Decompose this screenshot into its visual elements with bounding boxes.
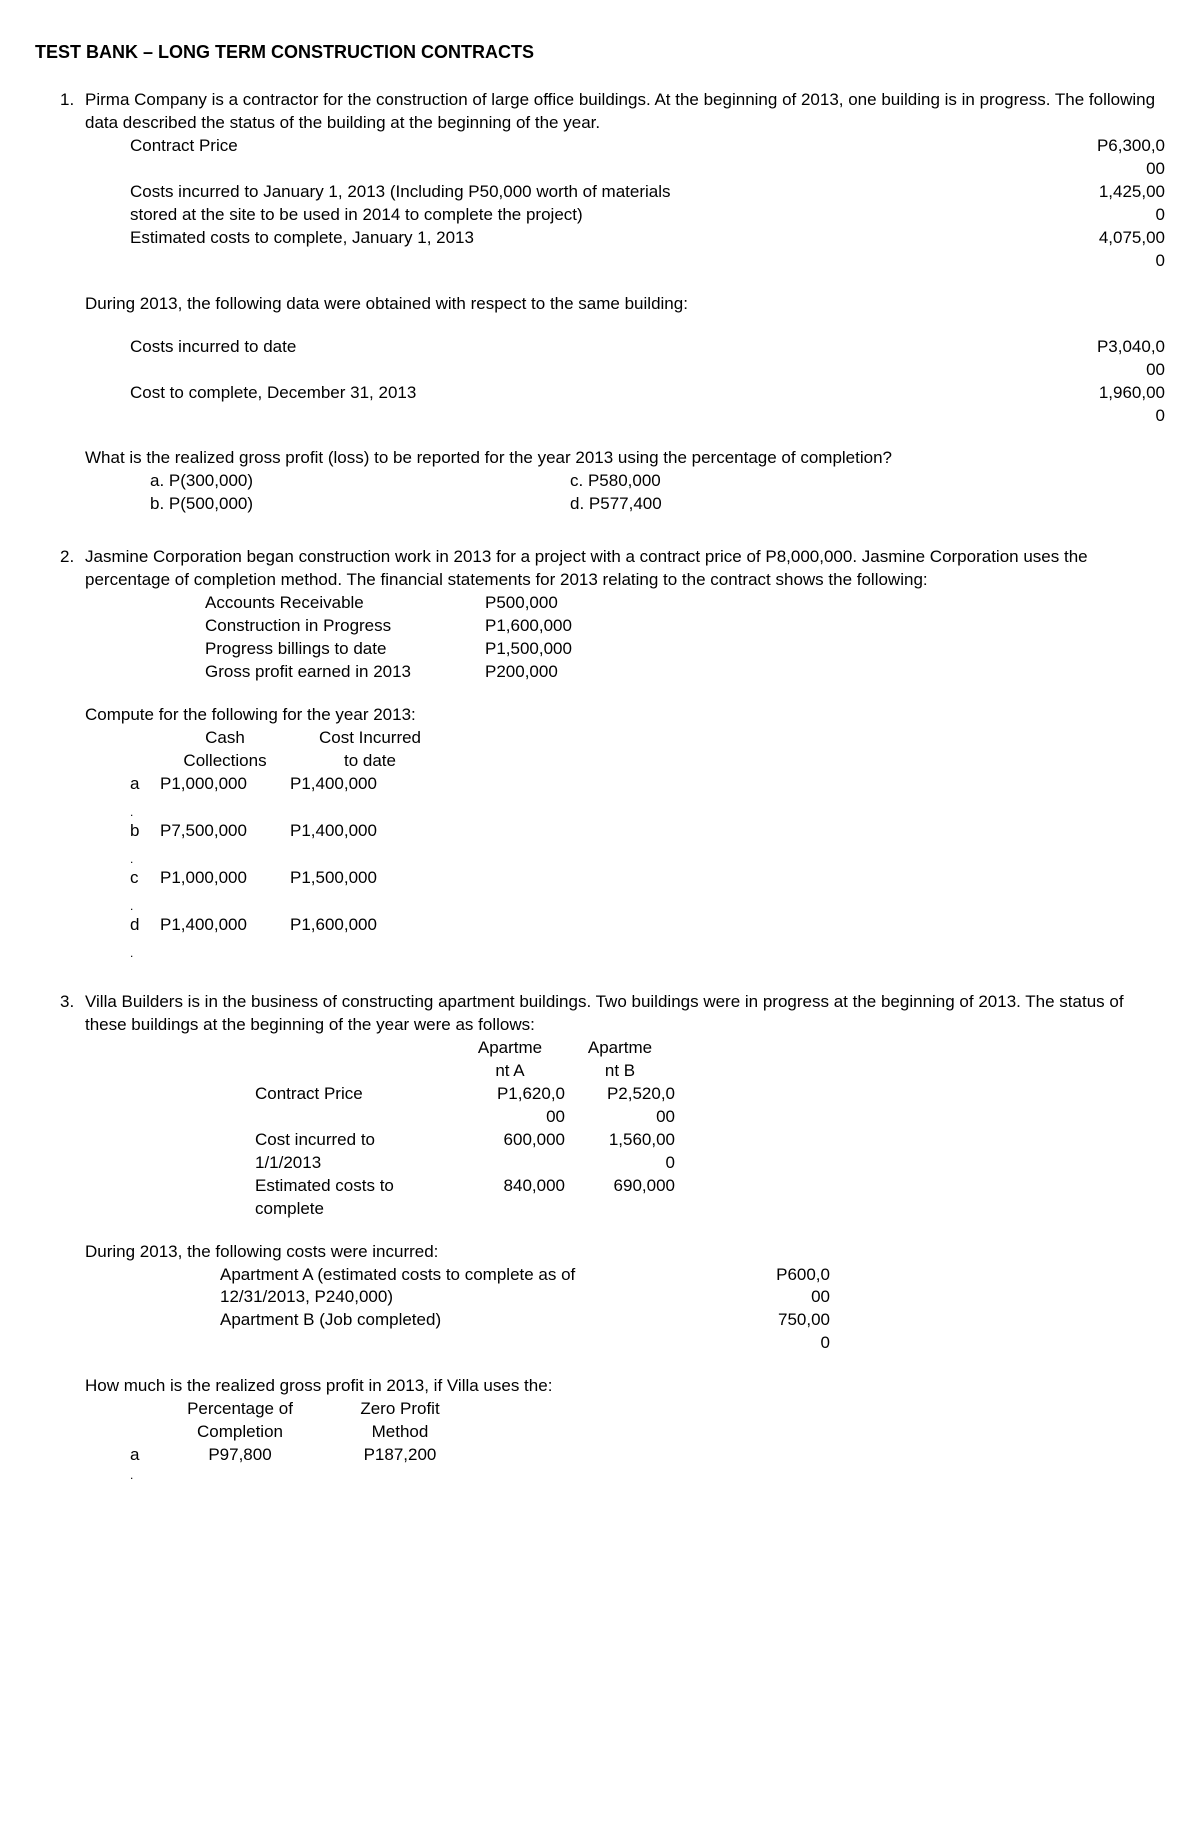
q3-cp-b2: 00 (565, 1106, 675, 1129)
q2-a-v1: P1,000,000 (160, 773, 290, 796)
q3-apta-cost-l2: 12/31/2013, P240,000) (220, 1286, 730, 1309)
q2-cip-val: P1,600,000 (485, 615, 572, 638)
q2-b-v2: P1,400,000 (290, 820, 450, 843)
q3-cp-b1: P2,520,0 (565, 1083, 675, 1106)
q2-pb-val: P1,500,000 (485, 638, 572, 661)
q1-costs-incurred-label: Costs incurred to January 1, 2013 (Inclu… (130, 181, 1035, 204)
q3-cp-a2: 00 (455, 1106, 565, 1129)
q2-ar-val: P500,000 (485, 592, 558, 615)
q3-aptb-cost-v1: 750,00 (730, 1309, 830, 1332)
q2-a-marker: a (130, 773, 160, 796)
q2-dot: . (130, 898, 1165, 914)
q2-h-cash: Cash (160, 727, 290, 750)
q3-ah-poc1: Percentage of (160, 1398, 320, 1421)
q3-ec-label2: complete (255, 1198, 455, 1221)
q1-answer-d: d. P577,400 (570, 493, 662, 516)
q1-answer-a: a. P(300,000) (150, 470, 570, 493)
q1-costs-todate-val: P3,040,0 (1035, 336, 1165, 359)
q3-ci-b2: 0 (565, 1152, 675, 1175)
q3-aptb-h1: Apartme (565, 1037, 675, 1060)
q2-a-v2: P1,400,000 (290, 773, 450, 796)
q3-intro: Villa Builders is in the business of con… (85, 991, 1165, 1037)
q2-b-marker: b (130, 820, 160, 843)
q3-apta-cost-l1: Apartment A (estimated costs to complete… (220, 1264, 730, 1287)
q3-cp-label: Contract Price (255, 1083, 455, 1106)
q1-cost-complete-val2: 0 (1035, 405, 1165, 428)
q1-cost-complete-val: 1,960,00 (1035, 382, 1165, 405)
q2-pb-label: Progress billings to date (205, 638, 485, 661)
q1-est-complete-val2: 0 (1035, 250, 1165, 273)
q3-number: 3. (60, 991, 85, 1483)
q1-answer-c: c. P580,000 (570, 470, 661, 493)
q1-costs-incurred-val: 1,425,00 (1035, 181, 1165, 204)
q3-ci-a: 600,000 (455, 1129, 565, 1152)
q3-a-v2: P187,200 (320, 1444, 480, 1467)
q2-question: Compute for the following for the year 2… (85, 704, 1165, 727)
q1-est-complete-label: Estimated costs to complete, January 1, … (130, 227, 1035, 250)
q3-ci-label: Cost incurred to (255, 1129, 455, 1152)
q2-d-marker: d (130, 914, 160, 937)
question-2: 2. Jasmine Corporation began constructio… (35, 546, 1165, 961)
q2-h-cost: Cost Incurred (290, 727, 450, 750)
q2-c-v2: P1,500,000 (290, 867, 450, 890)
q3-ec-b: 690,000 (565, 1175, 675, 1198)
q2-dot: . (130, 945, 1165, 961)
q3-ah-poc2: Completion (160, 1421, 320, 1444)
q3-aptb-h2: nt B (565, 1060, 675, 1083)
q2-cip-label: Construction in Progress (205, 615, 485, 638)
q3-ec-label: Estimated costs to (255, 1175, 455, 1198)
q1-costs-stored-label: stored at the site to be used in 2014 to… (130, 204, 1035, 227)
q3-aptb-cost-l: Apartment B (Job completed) (220, 1309, 730, 1332)
q2-ar-label: Accounts Receivable (205, 592, 485, 615)
q3-ah-zp2: Method (320, 1421, 480, 1444)
q2-d-v1: P1,400,000 (160, 914, 290, 937)
q2-h-todate: to date (290, 750, 450, 773)
q1-cost-complete-label: Cost to complete, December 31, 2013 (130, 382, 1035, 405)
q3-ec-a: 840,000 (455, 1175, 565, 1198)
q3-apta-h1: Apartme (455, 1037, 565, 1060)
q3-aptb-cost-v2: 0 (730, 1332, 830, 1355)
q3-apta-cost-v2: 00 (730, 1286, 830, 1309)
q3-apta-cost-v1: P600,0 (730, 1264, 830, 1287)
q3-ah-zp1: Zero Profit (320, 1398, 480, 1421)
q2-h-collections: Collections (160, 750, 290, 773)
q3-apta-h2: nt A (455, 1060, 565, 1083)
q1-during-text: During 2013, the following data were obt… (85, 293, 1165, 316)
q2-c-marker: c (130, 867, 160, 890)
q1-number: 1. (60, 89, 85, 516)
q3-a-v1: P97,800 (160, 1444, 320, 1467)
q2-gp-label: Gross profit earned in 2013 (205, 661, 485, 684)
page-title: TEST BANK – LONG TERM CONSTRUCTION CONTR… (35, 40, 1165, 64)
q3-cp-a1: P1,620,0 (455, 1083, 565, 1106)
question-1: 1. Pirma Company is a contractor for the… (35, 89, 1165, 516)
q2-gp-val: P200,000 (485, 661, 558, 684)
q1-contract-price-val2: 00 (1035, 158, 1165, 181)
q2-b-v1: P7,500,000 (160, 820, 290, 843)
question-3: 3. Villa Builders is in the business of … (35, 991, 1165, 1483)
q1-est-complete-val: 4,075,00 (1035, 227, 1165, 250)
q1-intro: Pirma Company is a contractor for the co… (85, 89, 1165, 135)
q1-costs-stored-val: 0 (1035, 204, 1165, 227)
q3-ci-label2: 1/1/2013 (255, 1152, 455, 1175)
q1-answer-b: b. P(500,000) (150, 493, 570, 516)
q3-ci-b1: 1,560,00 (565, 1129, 675, 1152)
q1-question: What is the realized gross profit (loss)… (85, 447, 1165, 470)
q2-number: 2. (60, 546, 85, 961)
q1-costs-todate-label: Costs incurred to date (130, 336, 1035, 359)
q2-d-v2: P1,600,000 (290, 914, 450, 937)
q2-dot: . (130, 851, 1165, 867)
q1-contract-price-val: P6,300,0 (1035, 135, 1165, 158)
q1-costs-todate-val2: 00 (1035, 359, 1165, 382)
q3-question: How much is the realized gross profit in… (85, 1375, 1165, 1398)
q3-dot: . (130, 1467, 1165, 1483)
q3-a-marker: a (130, 1444, 160, 1467)
q2-dot: . (130, 804, 1165, 820)
q3-during: During 2013, the following costs were in… (85, 1241, 1165, 1264)
q2-intro: Jasmine Corporation began construction w… (85, 546, 1165, 592)
q2-c-v1: P1,000,000 (160, 867, 290, 890)
q1-contract-price-label: Contract Price (130, 135, 1035, 158)
